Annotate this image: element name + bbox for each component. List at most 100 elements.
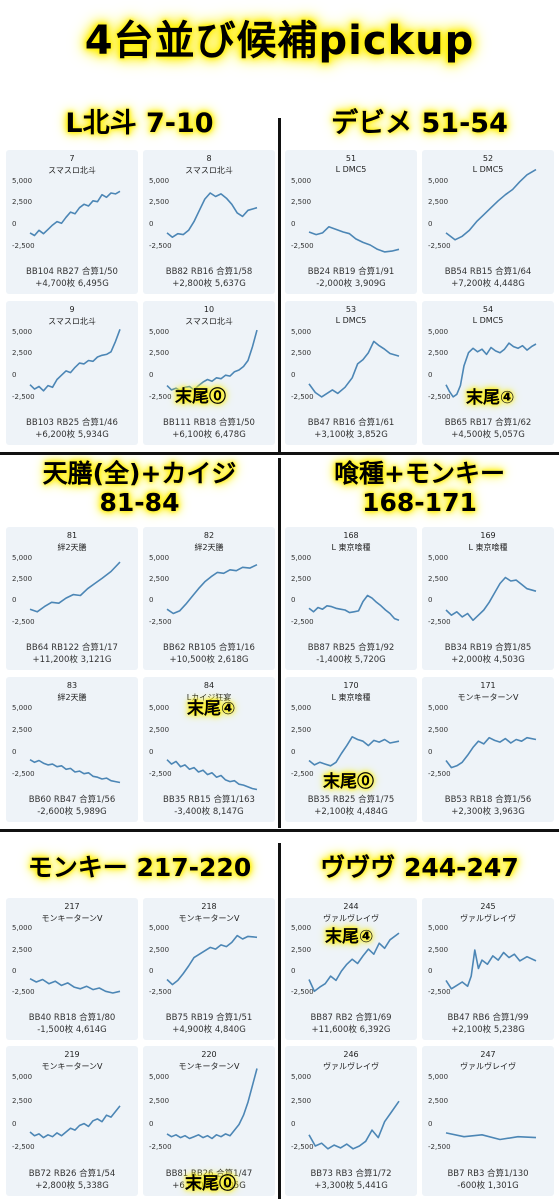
y-tick-label: -2,500 bbox=[149, 617, 172, 626]
machine-number: 170 bbox=[343, 681, 359, 690]
y-tick-label: 0 bbox=[149, 966, 154, 975]
machine-chart-card[interactable]: 218 モンキーターンV 5,000 2,500 0 -2,500 BB75 RB19 合算… bbox=[143, 898, 275, 1040]
y-tick-label: 0 bbox=[291, 220, 296, 228]
machine-number: 7 bbox=[69, 154, 75, 163]
y-tick-label: 5,000 bbox=[149, 924, 170, 933]
machine-chart-card[interactable]: 10 スマスロ北斗 5,000 2,500 0 -2,500 BB111 RB18 合算1/… bbox=[143, 301, 275, 445]
machine-chart-card[interactable]: 82 絆2天膳 5,000 2,500 0 -2,500 BB62 RB105 合算1/16… bbox=[143, 527, 275, 670]
y-tick-label: -2,500 bbox=[149, 769, 172, 778]
machine-chart-card[interactable]: 219 モンキーターンV 5,000 2,500 0 -2,500 BB72 RB26 合算… bbox=[6, 1046, 138, 1196]
difference-games: +6,800枚 5,005G bbox=[172, 1181, 246, 1191]
section-title-line: 天膳(全)+カイジ bbox=[42, 459, 237, 488]
y-tick-label: -2,500 bbox=[12, 987, 35, 996]
machine-chart-card[interactable]: 51 L DMC5 5,000 2,500 0 -2,500 BB24 RB19 合算1/9… bbox=[285, 150, 417, 294]
bonus-stats: BB103 RB25 合算1/46 bbox=[26, 418, 118, 428]
ending-digit-badge: 末尾⓪ bbox=[185, 1174, 236, 1194]
y-tick-label: 2,500 bbox=[12, 1096, 33, 1105]
machine-chart-card[interactable]: 220 モンキーターンV 5,000 2,500 0 -2,500 BB81 RB26 合算… bbox=[143, 1046, 275, 1196]
machine-chart-card[interactable]: 81 絆2天膳 5,000 2,500 0 -2,500 BB64 RB122 合算1/17… bbox=[6, 527, 138, 670]
difference-games: -2,600枚 5,989G bbox=[37, 807, 107, 817]
machine-number: 171 bbox=[480, 681, 496, 690]
difference-games: +2,800枚 5,338G bbox=[35, 1181, 109, 1191]
machine-name: モンキーターンV bbox=[457, 693, 519, 702]
slump-line bbox=[29, 977, 121, 994]
y-tick-label: 5,000 bbox=[12, 553, 33, 562]
y-tick-label: -2,500 bbox=[428, 617, 451, 626]
bonus-stats: BB64 RB122 合算1/17 bbox=[26, 643, 118, 653]
section-title: 天膳(全)+カイジ 81-84 bbox=[0, 459, 279, 518]
slump-graph bbox=[29, 561, 121, 613]
slump-line bbox=[29, 561, 121, 613]
bonus-stats: BB47 RB16 合算1/61 bbox=[307, 418, 395, 428]
difference-games: +11,600枚 6,392G bbox=[311, 1025, 391, 1035]
row-divider-2 bbox=[0, 829, 559, 832]
machine-chart-card[interactable]: 244 ヴァルヴレイヴ 5,000 2,500 0 -2,500 BB87 RB2 合算1/… bbox=[285, 898, 417, 1040]
y-tick-label: 2,500 bbox=[149, 574, 170, 583]
slump-graph bbox=[445, 1132, 537, 1141]
machine-chart-card[interactable]: 52 L DMC5 5,000 2,500 0 -2,500 BB54 RB15 合算1/6… bbox=[422, 150, 554, 294]
machine-name: Lカイジ狂宴 bbox=[186, 693, 232, 702]
machine-chart-card[interactable]: 247 ヴァルヴレイヴ 5,000 2,500 0 -2,500 BB7 RB3 合算1/1… bbox=[422, 1046, 554, 1196]
difference-games: +3,300枚 5,441G bbox=[314, 1181, 388, 1191]
slump-line bbox=[308, 735, 400, 767]
machine-chart-card[interactable]: 54 L DMC5 5,000 2,500 0 -2,500 BB65 RB17 合算1/6… bbox=[422, 301, 554, 445]
y-tick-label: -2,500 bbox=[428, 769, 451, 778]
bonus-stats: BB73 RB3 合算1/72 bbox=[310, 1169, 392, 1179]
y-tick-label: 2,500 bbox=[428, 198, 449, 207]
machine-number: 217 bbox=[64, 902, 80, 911]
machine-number: 246 bbox=[343, 1050, 359, 1059]
y-tick-label: 0 bbox=[149, 747, 154, 756]
machine-name: ヴァルヴレイヴ bbox=[460, 914, 516, 923]
machine-chart-card[interactable]: 53 L DMC5 5,000 2,500 0 -2,500 BB47 RB16 合算1/6… bbox=[285, 301, 417, 445]
y-tick-label: 0 bbox=[291, 966, 296, 975]
machine-number: 81 bbox=[66, 531, 78, 540]
ending-digit-badge: 末尾④ bbox=[466, 388, 515, 408]
machine-chart-card[interactable]: 217 モンキーターンV 5,000 2,500 0 -2,500 BB40 RB18 合算… bbox=[6, 898, 138, 1040]
section-title: 喰種+モンキー 168-171 bbox=[280, 459, 559, 518]
machine-number: 168 bbox=[343, 531, 359, 540]
slump-line bbox=[166, 1068, 258, 1140]
y-tick-label: 5,000 bbox=[149, 176, 170, 185]
difference-games: +11,200枚 3,121G bbox=[32, 655, 112, 665]
machine-number: 51 bbox=[345, 154, 357, 163]
slump-line bbox=[29, 1105, 121, 1139]
machine-number: 244 bbox=[343, 902, 359, 911]
y-tick-label: -2,500 bbox=[149, 392, 172, 401]
machine-chart-card[interactable]: 83 絆2天膳 5,000 2,500 0 -2,500 BB60 RB47 合算1/56 -… bbox=[6, 677, 138, 822]
machine-number: 82 bbox=[203, 531, 215, 540]
y-tick-label: 0 bbox=[428, 220, 433, 228]
machine-chart-card[interactable]: 84 Lカイジ狂宴 5,000 2,500 0 -2,500 BB35 RB15 合算1/1… bbox=[143, 677, 275, 822]
y-tick-label: 5,000 bbox=[428, 553, 449, 562]
machine-chart-card[interactable]: 8 スマスロ北斗 5,000 2,500 0 -2,500 BB82 RB16 合算1/58… bbox=[143, 150, 275, 294]
ending-digit-badge: 末尾⓪ bbox=[175, 387, 226, 407]
bonus-stats: BB35 RB15 合算1/163 bbox=[163, 795, 255, 805]
machine-chart-card[interactable]: 9 スマスロ北斗 5,000 2,500 0 -2,500 BB103 RB25 合算1/4… bbox=[6, 301, 138, 445]
slump-line bbox=[308, 226, 400, 253]
y-tick-label: 2,500 bbox=[291, 574, 312, 583]
bonus-stats: BB104 RB27 合算1/50 bbox=[26, 267, 118, 277]
y-tick-label: 2,500 bbox=[12, 349, 33, 358]
y-tick-label: 5,000 bbox=[291, 553, 312, 562]
y-tick-label: 5,000 bbox=[291, 327, 312, 336]
page-title: 4台並び候補pickup bbox=[84, 18, 475, 64]
machine-chart-card[interactable]: 171 モンキーターンV 5,000 2,500 0 -2,500 BB53 RB18 合算… bbox=[422, 677, 554, 822]
ending-digit-badge: 末尾④ bbox=[187, 699, 236, 719]
bonus-stats: BB62 RB105 合算1/16 bbox=[163, 643, 255, 653]
machine-chart-card[interactable]: 7 スマスロ北斗 5,000 2,500 0 -2,500 BB104 RB27 合算1/5… bbox=[6, 150, 138, 294]
y-tick-label: 2,500 bbox=[149, 198, 170, 207]
y-tick-label: 2,500 bbox=[291, 198, 312, 207]
machine-chart-card[interactable]: 170 L 東京喰種 5,000 2,500 0 -2,500 BB35 RB25 合算1/… bbox=[285, 677, 417, 822]
difference-games: -2,000枚 3,909G bbox=[316, 279, 386, 289]
bonus-stats: BB82 RB16 合算1/58 bbox=[165, 267, 253, 277]
bonus-stats: BB60 RB47 合算1/56 bbox=[28, 795, 116, 805]
slump-line bbox=[445, 168, 537, 241]
y-tick-label: 2,500 bbox=[12, 574, 33, 583]
machine-chart-card[interactable]: 245 ヴァルヴレイヴ 5,000 2,500 0 -2,500 BB47 RB6 合算1/… bbox=[422, 898, 554, 1040]
machine-chart-card[interactable]: 246 ヴァルヴレイヴ 5,000 2,500 0 -2,500 BB73 RB3 合算1/… bbox=[285, 1046, 417, 1196]
slump-line bbox=[308, 932, 400, 993]
y-tick-label: -2,500 bbox=[428, 987, 451, 996]
slump-graph bbox=[445, 168, 537, 241]
machine-chart-card[interactable]: 169 L 東京喰種 5,000 2,500 0 -2,500 BB34 RB19 合算1/… bbox=[422, 527, 554, 670]
machine-chart-card[interactable]: 168 L 東京喰種 5,000 2,500 0 -2,500 BB87 RB25 合算1/… bbox=[285, 527, 417, 670]
y-tick-label: 5,000 bbox=[12, 703, 33, 712]
